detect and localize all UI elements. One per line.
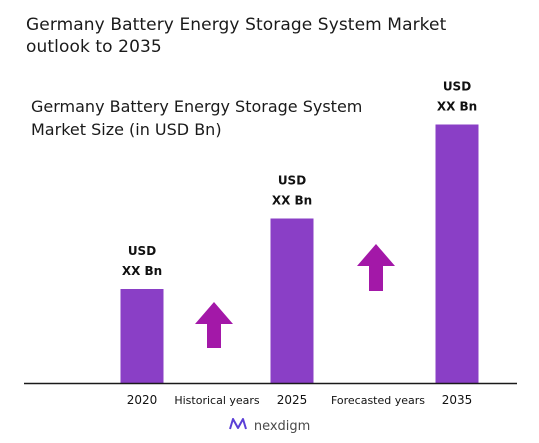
data-label-2020-line-2: XX Bn	[122, 264, 162, 278]
tick-label-2020: 2020	[127, 393, 158, 407]
data-label-2035-line-1: USD	[443, 80, 471, 94]
bar-2025	[270, 218, 314, 383]
data-label-2025-line-2: XX Bn	[272, 194, 312, 208]
bar-2020	[120, 289, 164, 383]
tick-label-2035: 2035	[442, 393, 473, 407]
data-label-2025-line-1: USD	[278, 174, 306, 188]
arrow-up-icon-2	[357, 244, 395, 291]
data-label-2020-line-1: USD	[128, 244, 156, 258]
arrows-group	[195, 244, 395, 348]
bar-2035	[435, 124, 479, 383]
logo-text: nexdigm	[253, 418, 311, 434]
bars-group	[120, 124, 479, 383]
data-label-2035-line-2: XX Bn	[437, 100, 477, 114]
labels-group: USD XX Bn 2020 USD XX Bn 2025 USD XX Bn 2035 Hist…	[122, 80, 477, 408]
period-label-2: Forecasted years	[331, 394, 425, 407]
period-label-1: Historical years	[174, 394, 260, 407]
chart-subtitle: Germany Battery Energy Storage System Ma…	[31, 97, 363, 139]
chart-title: Germany Battery Energy Storage System Ma…	[26, 15, 447, 57]
nexdigm-logo: nexdigm	[0, 417, 539, 435]
arrow-up-icon-1	[195, 302, 233, 348]
nexdigm-logo-icon	[228, 417, 247, 435]
tick-label-2025: 2025	[277, 393, 308, 407]
